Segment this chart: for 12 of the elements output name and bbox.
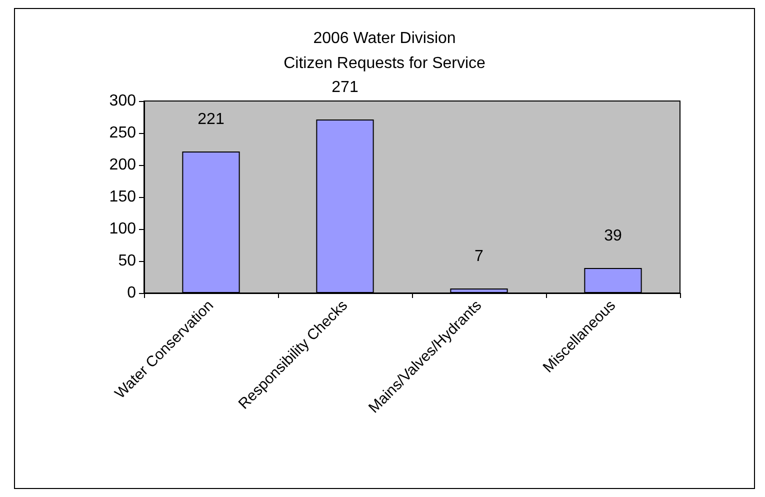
- y-tick-label: 250: [109, 124, 136, 142]
- y-tick-label: 100: [109, 220, 136, 238]
- data-label: 39: [604, 228, 622, 245]
- data-label: 271: [332, 79, 358, 96]
- y-tick-label: 150: [109, 188, 136, 206]
- chart-title: 2006 Water Division Citizen Requests for Service: [284, 30, 486, 72]
- y-tick-label: 200: [109, 156, 136, 174]
- data-label: 7: [474, 248, 484, 266]
- y-tick-label: 300: [109, 92, 136, 110]
- y-tick-label: 50: [118, 252, 136, 270]
- data-label: 221: [198, 111, 224, 128]
- y-tick-label: 0: [127, 284, 136, 302]
